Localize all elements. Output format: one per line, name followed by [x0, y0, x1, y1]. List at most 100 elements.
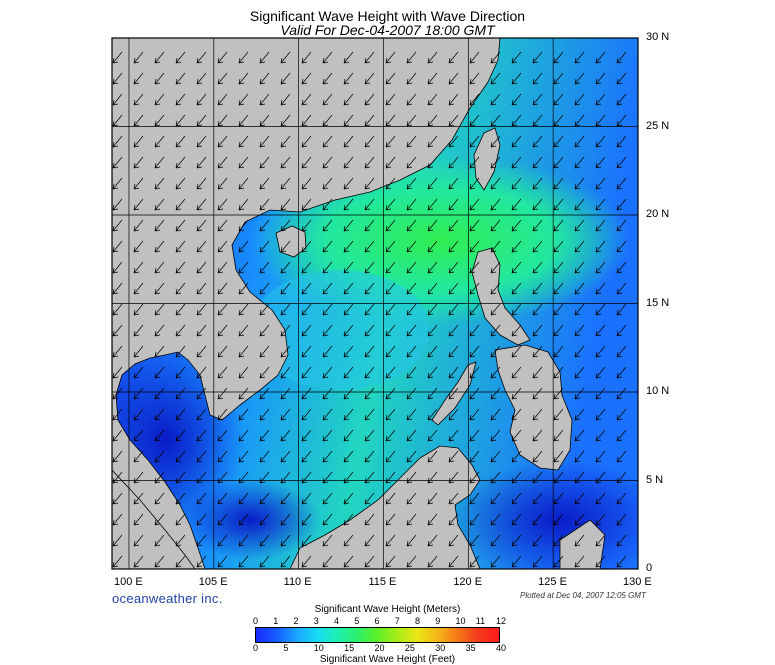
wave-arrow [238, 429, 249, 442]
wave-arrow [616, 492, 627, 505]
wave-arrow [112, 324, 123, 337]
wave-arrow [490, 303, 501, 316]
wave-arrow [364, 219, 375, 232]
wave-arrow [490, 72, 501, 85]
wave-arrow [280, 240, 291, 253]
wave-arrow [217, 51, 228, 64]
wave-arrow [406, 93, 417, 106]
wave-arrow [238, 555, 249, 568]
wave-arrow [385, 114, 396, 127]
wave-arrow [196, 135, 207, 148]
wave-arrow [133, 72, 144, 85]
wave-arrow [301, 219, 312, 232]
wave-arrow [280, 450, 291, 463]
wave-arrow [490, 156, 501, 169]
feet-tick: 5 [283, 643, 289, 653]
wave-arrow [196, 555, 207, 568]
latitude-label: 10 N [646, 385, 670, 397]
wave-arrow [112, 93, 123, 106]
longitude-label: 130 E [623, 576, 652, 588]
meters-tick: 8 [415, 616, 421, 626]
wave-arrow [259, 282, 270, 295]
wave-arrow [532, 429, 543, 442]
wave-arrow [175, 51, 186, 64]
wave-arrow [385, 324, 396, 337]
wave-arrow [490, 387, 501, 400]
wave-arrow [406, 156, 417, 169]
wave-arrow [469, 72, 480, 85]
wave-arrow [532, 366, 543, 379]
wave-arrow [448, 408, 459, 421]
wave-arrow [322, 324, 333, 337]
wave-arrow [574, 429, 585, 442]
wave-arrow [406, 408, 417, 421]
wave-arrow [322, 177, 333, 190]
wave-arrow [553, 135, 564, 148]
wave-arrow [196, 429, 207, 442]
meters-tick: 6 [374, 616, 380, 626]
wave-arrow [427, 156, 438, 169]
wave-arrow [238, 303, 249, 316]
wave-arrow [532, 135, 543, 148]
wave-arrow [133, 555, 144, 568]
wave-arrow [112, 555, 123, 568]
wave-arrow [574, 114, 585, 127]
wave-arrow [280, 51, 291, 64]
wave-arrow [448, 555, 459, 568]
wave-arrow [406, 135, 417, 148]
wave-arrow [574, 72, 585, 85]
wave-arrow [511, 135, 522, 148]
wave-arrow [343, 114, 354, 127]
wave-arrow [238, 198, 249, 211]
wave-arrow [154, 198, 165, 211]
lat-lon-grid [112, 38, 638, 569]
wave-arrow [616, 51, 627, 64]
wave-arrow [553, 492, 564, 505]
wave-arrow [385, 177, 396, 190]
wave-arrow [217, 534, 228, 547]
wave-arrow [490, 366, 501, 379]
wave-arrow [322, 366, 333, 379]
wave-arrow [427, 72, 438, 85]
wave-arrow [280, 135, 291, 148]
wave-arrow [238, 513, 249, 526]
wave-arrow [469, 156, 480, 169]
wave-arrow [301, 429, 312, 442]
wave-arrow [133, 387, 144, 400]
wave-arrow [154, 72, 165, 85]
wave-arrow [532, 513, 543, 526]
wave-arrow [301, 345, 312, 358]
wave-arrow [553, 93, 564, 106]
wave-arrow [595, 450, 606, 463]
wave-arrow [616, 324, 627, 337]
wave-arrow [343, 345, 354, 358]
wave-arrow [196, 513, 207, 526]
wave-arrow [343, 72, 354, 85]
wave-arrow [280, 324, 291, 337]
wave-arrow [511, 198, 522, 211]
wave-arrow [448, 261, 459, 274]
meters-tick: 4 [334, 616, 340, 626]
wave-arrow [532, 198, 543, 211]
wave-arrow [427, 93, 438, 106]
wave-arrow [133, 429, 144, 442]
latitude-label: 25 N [646, 119, 670, 132]
wave-arrow [532, 51, 543, 64]
feet-tick: 20 [374, 643, 385, 653]
wave-arrow [511, 387, 522, 400]
wave-arrow [595, 72, 606, 85]
map-title: Significant Wave Height with Wave Direct… [249, 8, 526, 24]
wave-arrow [553, 51, 564, 64]
wave-arrow [469, 114, 480, 127]
wave-arrow [301, 51, 312, 64]
wave-arrow [553, 72, 564, 85]
wave-arrow [385, 93, 396, 106]
wave-arrow [280, 156, 291, 169]
colorbar-meters-title: Significant Wave Height (Meters) [314, 604, 461, 615]
wave-arrow [133, 408, 144, 421]
wave-arrow [406, 114, 417, 127]
wave-arrow [427, 135, 438, 148]
wave-arrow [427, 429, 438, 442]
wave-arrow [280, 261, 291, 274]
wave-arrow [511, 429, 522, 442]
